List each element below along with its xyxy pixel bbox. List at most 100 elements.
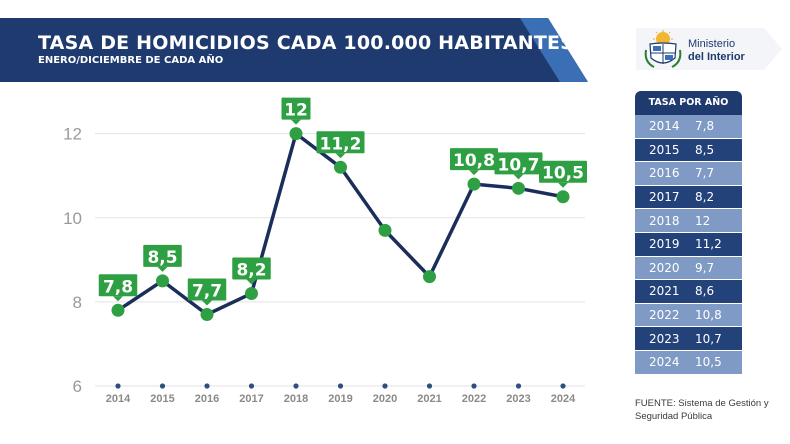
data-label-pointer <box>246 279 257 285</box>
data-label-box <box>187 278 227 301</box>
table-value: 10,7 <box>695 331 722 346</box>
data-label: 12 <box>284 101 308 121</box>
header-banner-shape <box>0 18 588 82</box>
rate-table: TASA POR AÑO 2014 7,8 2015 8,5 2016 7,7 2017 8,… <box>635 91 742 375</box>
table-value: 10,8 <box>695 308 722 323</box>
table-row: 2020 9,7 <box>635 256 742 281</box>
table-year: 2024 <box>649 355 680 370</box>
table-year: 2018 <box>649 213 680 228</box>
rate-table-header: TASA POR AÑO <box>635 91 742 115</box>
data-label-pointer <box>113 296 123 302</box>
data-label-pointer <box>157 266 168 272</box>
table-year: 2015 <box>649 142 680 157</box>
chart-subtitle: ENERO/DICIEMBRE DE CADA AÑO <box>38 55 224 66</box>
data-point <box>111 303 125 317</box>
table-year: 2022 <box>649 308 680 323</box>
y-tick-label: 10 <box>63 209 82 228</box>
y-tick-label: 12 <box>63 125 82 144</box>
data-label: 8,2 <box>236 260 266 280</box>
x-axis-dot <box>159 383 166 389</box>
data-label-pointer <box>335 153 346 159</box>
data-label-box <box>281 97 311 120</box>
data-label-pointer <box>291 119 301 125</box>
line-chart: 6 8 10 12 2014 2015 2016 2017 2018 2019 2020 2021 20… <box>63 97 587 405</box>
data-point <box>556 190 570 204</box>
table-value: 8,5 <box>695 142 715 157</box>
data-point <box>245 286 258 300</box>
table-row: 2022 10,8 <box>635 303 742 328</box>
data-label-pointer <box>513 174 524 180</box>
x-axis-dot <box>248 383 255 389</box>
x-axis-dot <box>293 383 299 389</box>
table-year: 2021 <box>649 284 680 299</box>
data-label: 10,7 <box>498 155 540 175</box>
rate-table-body: 2014 7,8 2015 8,5 2016 7,7 2017 8,2 2018 12 2019 11… <box>635 115 742 375</box>
data-label-pointer <box>202 300 212 306</box>
table-value: 12 <box>695 213 711 228</box>
data-label-box <box>494 152 543 175</box>
table-value: 7,8 <box>695 119 715 134</box>
data-label-box <box>539 160 587 183</box>
x-axis-dot <box>515 383 522 389</box>
data-label-box <box>98 274 138 297</box>
source-note: FUENTE: Sistema de Gestión y Seguridad P… <box>635 398 769 422</box>
table-row: 2017 8,2 <box>635 185 742 210</box>
table-year: 2023 <box>649 331 680 346</box>
x-axis-dot <box>471 383 477 389</box>
data-label-box <box>232 257 271 280</box>
x-tick-label: 2015 <box>150 393 174 405</box>
table-year: 2016 <box>649 166 680 181</box>
x-tick-label: 2020 <box>373 393 397 405</box>
data-point <box>467 177 481 191</box>
x-axis-dot <box>115 383 121 389</box>
table-row: 2015 8,5 <box>635 138 742 163</box>
table-year: 2017 <box>649 190 680 205</box>
table-row: 2018 12 <box>635 209 742 233</box>
logo-text-ministerio: Ministerio <box>688 38 736 50</box>
table-year: 2019 <box>649 237 680 252</box>
logo-text-del-interior: del Interior <box>688 51 745 63</box>
table-row: 2019 11,2 <box>635 232 742 257</box>
table-value: 8,2 <box>695 190 715 205</box>
data-label: 10,5 <box>542 164 584 184</box>
x-axis-dot <box>426 383 433 389</box>
table-row: 2021 8,6 <box>635 280 742 304</box>
data-point <box>200 308 214 321</box>
data-label: 10,8 <box>453 151 495 171</box>
data-point <box>156 274 169 288</box>
data-point <box>423 270 436 284</box>
x-tick-label: 2014 <box>106 393 131 405</box>
x-tick-label: 2021 <box>417 393 441 405</box>
x-tick-label: 2017 <box>239 393 263 405</box>
table-value: 9,7 <box>695 260 715 275</box>
data-label: 11,2 <box>320 134 362 154</box>
x-axis-dot <box>382 383 388 389</box>
data-label: 7,8 <box>103 277 133 297</box>
uruguay-coat-of-arms-icon <box>644 30 682 68</box>
data-label-box <box>450 148 498 171</box>
y-tick-label: 6 <box>73 377 82 396</box>
x-tick-label: 2018 <box>284 393 308 405</box>
data-label: 8,5 <box>147 248 177 268</box>
y-tick-label: 8 <box>73 293 82 312</box>
table-value: 10,5 <box>695 355 722 370</box>
x-tick-label: 2023 <box>506 393 530 405</box>
table-row: 2014 7,8 <box>635 115 742 139</box>
data-point <box>378 223 392 237</box>
data-label-box <box>316 131 365 154</box>
x-axis-dot <box>337 383 344 389</box>
data-label-pointer <box>469 170 479 176</box>
data-point <box>512 181 525 195</box>
data-label-box <box>143 244 182 267</box>
table-row: 2016 7,7 <box>635 162 742 186</box>
table-value: 11,2 <box>695 237 722 252</box>
table-row: 2023 10,7 <box>635 327 742 351</box>
table-value: 7,7 <box>695 166 715 181</box>
table-row: 2024 10,5 <box>635 350 742 375</box>
x-axis-dot <box>204 383 210 389</box>
x-tick-label: 2022 <box>462 393 486 405</box>
header-banner <box>0 18 600 82</box>
data-point <box>289 127 303 141</box>
x-tick-label: 2019 <box>328 393 352 405</box>
chart-title: TASA DE HOMICIDIOS CADA 100.000 HABITANT… <box>38 32 575 54</box>
